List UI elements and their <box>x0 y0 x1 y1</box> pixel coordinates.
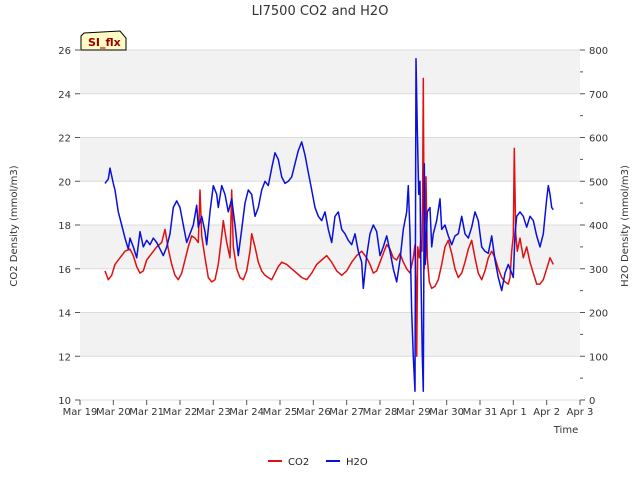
legend-label-co2: CO2 <box>288 457 309 468</box>
y-right-tick-label: 400 <box>589 221 608 232</box>
x-tick-label: Mar 22 <box>163 407 198 418</box>
badge-label: SI_flx <box>88 36 121 49</box>
x-tick-label: Mar 26 <box>296 407 331 418</box>
x-tick-label: Mar 23 <box>196 407 231 418</box>
y-left-tick-label: 12 <box>58 352 71 363</box>
x-tick-label: Mar 29 <box>396 407 431 418</box>
grid-band <box>80 137 580 182</box>
y-right-tick-label: 100 <box>589 352 608 363</box>
y-right-tick-label: 0 <box>589 396 595 407</box>
y-left-tick-label: 16 <box>58 265 71 276</box>
y-axis-right-label: H2O Density (mmol/m3) <box>620 165 631 287</box>
y-left-tick-label: 14 <box>58 309 71 320</box>
grid-band <box>80 50 580 94</box>
badge-shape <box>80 30 127 51</box>
grid-band <box>80 268 580 313</box>
grid-bands <box>80 49 580 401</box>
series-line-h2o <box>104 58 554 393</box>
x-tick-label: Mar 30 <box>429 407 464 418</box>
grid-band <box>80 356 580 400</box>
x-tick-label: Mar 24 <box>229 407 264 418</box>
series-layer <box>104 58 554 393</box>
grid-band <box>80 225 580 269</box>
y-left-tick-label: 24 <box>58 90 71 101</box>
y-left-tick-label: 22 <box>58 134 71 145</box>
y-left-tick-label: 26 <box>58 46 71 57</box>
y-right-tick-label: 500 <box>589 177 608 188</box>
y-right-tick-label: 800 <box>589 46 608 57</box>
grid-band <box>80 93 580 138</box>
y-axis-left-label: CO2 Density (mmol/m3) <box>9 165 20 286</box>
x-tick-label: Mar 21 <box>129 407 164 418</box>
y-left-tick-label: 18 <box>58 221 71 232</box>
y-right-tick-label: 600 <box>589 134 608 145</box>
x-tick-label: Mar 19 <box>63 407 98 418</box>
x-axis-label: Time <box>553 425 578 436</box>
y-left-tick-label: 20 <box>58 177 71 188</box>
chart-title: LI7500 CO2 and H2O <box>252 4 389 19</box>
x-tick-label: Apr 2 <box>533 407 560 418</box>
x-tick-label: Mar 31 <box>463 407 498 418</box>
x-tick-label: Mar 25 <box>263 407 298 418</box>
series-line-co2 <box>104 77 554 358</box>
y-right-tick-label: 200 <box>589 309 608 320</box>
x-tick-label: Mar 20 <box>96 407 131 418</box>
y-right-tick-label: 300 <box>589 265 608 276</box>
y-right-tick-label: 700 <box>589 90 608 101</box>
x-tick-label: Apr 1 <box>500 407 527 418</box>
x-tick-label: Mar 28 <box>363 407 398 418</box>
grid-band <box>80 312 580 357</box>
grid-band <box>80 181 580 225</box>
legend-label-h2o: H2O <box>346 457 368 468</box>
si-flx-badge: SI_flx <box>80 30 127 51</box>
y-left-tick-label: 10 <box>58 396 71 407</box>
legend: CO2 H2O <box>268 457 368 468</box>
x-tick-label: Mar 27 <box>329 407 364 418</box>
x-tick-label: Apr 3 <box>567 407 594 418</box>
